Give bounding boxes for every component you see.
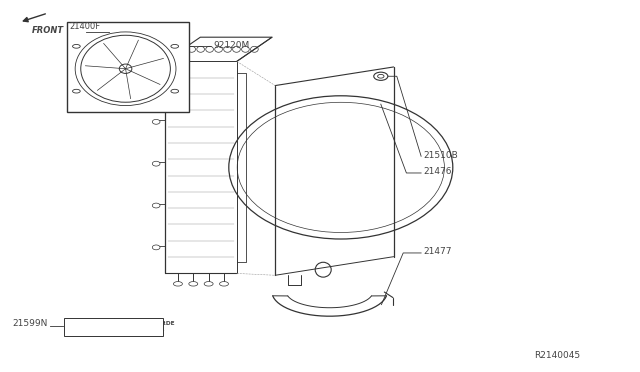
- Ellipse shape: [189, 282, 198, 286]
- Ellipse shape: [220, 282, 228, 286]
- Text: R2140045: R2140045: [534, 351, 580, 360]
- Ellipse shape: [152, 161, 160, 166]
- Bar: [64, 318, 163, 336]
- Bar: [67, 22, 189, 112]
- Text: 92120M: 92120M: [213, 41, 250, 49]
- Text: Do not touch the
radiator fan when
engine is running.: Do not touch the radiator fan when engin…: [66, 324, 103, 337]
- Ellipse shape: [152, 203, 160, 208]
- Ellipse shape: [152, 245, 160, 250]
- Text: 21476: 21476: [424, 167, 452, 176]
- Text: 21599N: 21599N: [13, 319, 48, 328]
- Text: FRONT: FRONT: [32, 26, 64, 35]
- Text: ⚠ CAUTION: ⚠ CAUTION: [69, 321, 106, 326]
- Text: 21477: 21477: [424, 247, 452, 256]
- Ellipse shape: [173, 282, 182, 286]
- Ellipse shape: [152, 119, 160, 124]
- Text: 21510B: 21510B: [424, 151, 458, 160]
- Ellipse shape: [204, 282, 213, 286]
- Text: 21400F: 21400F: [70, 22, 101, 31]
- Ellipse shape: [374, 72, 388, 80]
- Text: Ne pas toucher le
ventilateur du radiateur
lorsque moteur tourne.: Ne pas toucher le ventilateur du radiate…: [115, 324, 164, 337]
- Text: ⚠ MISE EN GARDE: ⚠ MISE EN GARDE: [116, 321, 175, 326]
- Ellipse shape: [152, 78, 160, 83]
